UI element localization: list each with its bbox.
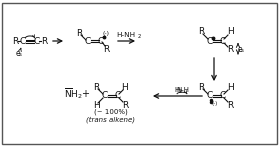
Text: C: C: [85, 36, 91, 46]
Text: C: C: [20, 36, 26, 46]
Text: e: e: [238, 45, 242, 53]
Text: C: C: [207, 92, 213, 100]
Text: (-): (-): [212, 101, 218, 106]
Text: (-): (-): [102, 32, 109, 36]
Text: C: C: [220, 92, 226, 100]
Text: R: R: [12, 36, 18, 46]
Text: s: s: [241, 48, 244, 53]
Text: H: H: [227, 27, 233, 36]
Text: C: C: [34, 36, 40, 46]
Text: H: H: [227, 82, 233, 92]
Text: R: R: [41, 36, 47, 46]
Text: C: C: [98, 36, 104, 46]
Text: e: e: [16, 48, 20, 58]
Text: C: C: [115, 92, 121, 100]
Text: H: H: [93, 100, 99, 110]
Text: H-NH: H-NH: [116, 32, 136, 38]
Text: C: C: [207, 36, 213, 46]
Text: R: R: [76, 28, 82, 38]
Text: R: R: [227, 100, 233, 110]
Text: $\overline{\mathrm{N}}$H$_2$: $\overline{\mathrm{N}}$H$_2$: [64, 87, 83, 101]
FancyBboxPatch shape: [2, 3, 277, 144]
Text: 2: 2: [178, 89, 181, 94]
Text: N-H: N-H: [176, 87, 190, 93]
Text: C: C: [102, 92, 108, 100]
Text: R: R: [198, 82, 204, 92]
Text: (~ 100%): (~ 100%): [94, 109, 128, 115]
Text: H: H: [174, 87, 180, 93]
Text: 2: 2: [137, 34, 141, 39]
Text: s: s: [19, 53, 22, 58]
Text: H: H: [122, 82, 128, 92]
Text: R: R: [227, 46, 233, 54]
Text: R: R: [93, 82, 99, 92]
Text: C: C: [220, 36, 226, 46]
Text: R: R: [103, 45, 109, 53]
Text: (trans alkene): (trans alkene): [87, 117, 136, 123]
Text: R: R: [198, 27, 204, 36]
Text: R: R: [122, 100, 128, 110]
Text: +: +: [81, 89, 89, 99]
